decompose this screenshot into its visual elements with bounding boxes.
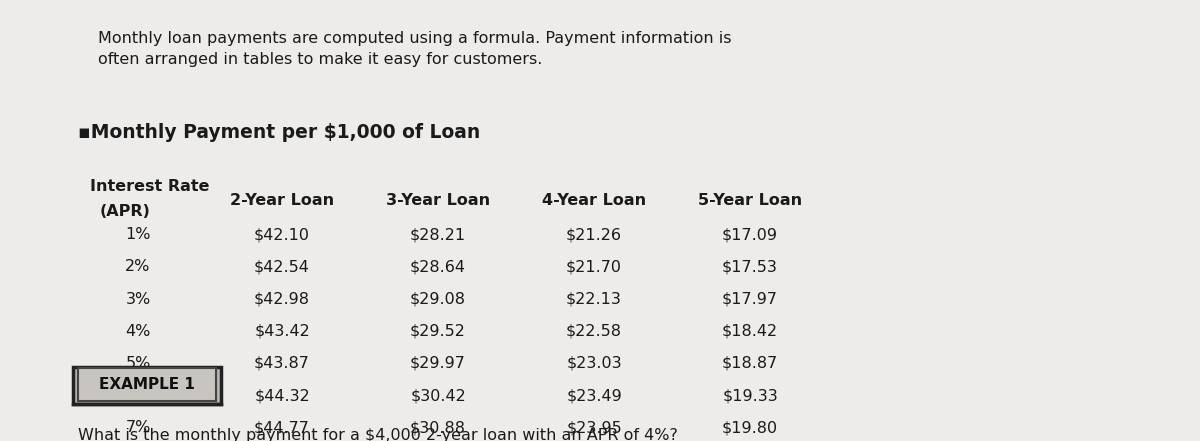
Text: $19.33: $19.33: [722, 388, 778, 403]
Text: $17.53: $17.53: [722, 259, 778, 274]
Text: 7%: 7%: [125, 420, 151, 435]
Text: $42.54: $42.54: [254, 259, 310, 274]
Text: $23.49: $23.49: [566, 388, 622, 403]
Text: $44.77: $44.77: [254, 420, 310, 435]
Text: $17.97: $17.97: [722, 292, 778, 306]
Text: $17.09: $17.09: [722, 227, 778, 242]
Text: 2%: 2%: [125, 259, 151, 274]
Text: 4%: 4%: [125, 324, 151, 339]
Text: 6%: 6%: [125, 388, 151, 403]
Text: $29.97: $29.97: [410, 356, 466, 371]
Text: $43.42: $43.42: [254, 324, 310, 339]
Text: (APR): (APR): [100, 204, 150, 219]
Text: $28.64: $28.64: [410, 259, 466, 274]
Text: $23.95: $23.95: [566, 420, 622, 435]
Text: $28.21: $28.21: [410, 227, 466, 242]
Text: $21.26: $21.26: [566, 227, 622, 242]
Text: $29.52: $29.52: [410, 324, 466, 339]
Text: 3%: 3%: [125, 292, 151, 306]
Text: 3-Year Loan: 3-Year Loan: [386, 193, 490, 208]
FancyBboxPatch shape: [73, 367, 221, 404]
Text: 5-Year Loan: 5-Year Loan: [698, 193, 802, 208]
Text: $22.58: $22.58: [566, 324, 622, 339]
Text: $43.87: $43.87: [254, 356, 310, 371]
Text: $29.08: $29.08: [410, 292, 466, 306]
Text: EXAMPLE 1: EXAMPLE 1: [100, 377, 194, 392]
Text: 5%: 5%: [125, 356, 151, 371]
Text: $42.98: $42.98: [254, 292, 310, 306]
Text: $30.42: $30.42: [410, 388, 466, 403]
Text: $21.70: $21.70: [566, 259, 622, 274]
Text: $22.13: $22.13: [566, 292, 622, 306]
Text: 4-Year Loan: 4-Year Loan: [542, 193, 646, 208]
Text: $42.10: $42.10: [254, 227, 310, 242]
Text: 2-Year Loan: 2-Year Loan: [230, 193, 334, 208]
Text: $18.42: $18.42: [722, 324, 778, 339]
Text: ▪Monthly Payment per $1,000 of Loan: ▪Monthly Payment per $1,000 of Loan: [78, 123, 480, 142]
Text: $30.88: $30.88: [410, 420, 466, 435]
Text: $18.87: $18.87: [722, 356, 778, 371]
Text: Interest Rate: Interest Rate: [90, 179, 210, 194]
Text: What is the monthly payment for a $4,000 2-year loan with an APR of 4%?: What is the monthly payment for a $4,000…: [78, 428, 678, 441]
Text: $23.03: $23.03: [566, 356, 622, 371]
Text: $44.32: $44.32: [254, 388, 310, 403]
Text: Monthly loan payments are computed using a formula. Payment information is
often: Monthly loan payments are computed using…: [98, 31, 732, 67]
Text: $19.80: $19.80: [722, 420, 778, 435]
Text: 1%: 1%: [125, 227, 151, 242]
FancyBboxPatch shape: [78, 368, 216, 401]
